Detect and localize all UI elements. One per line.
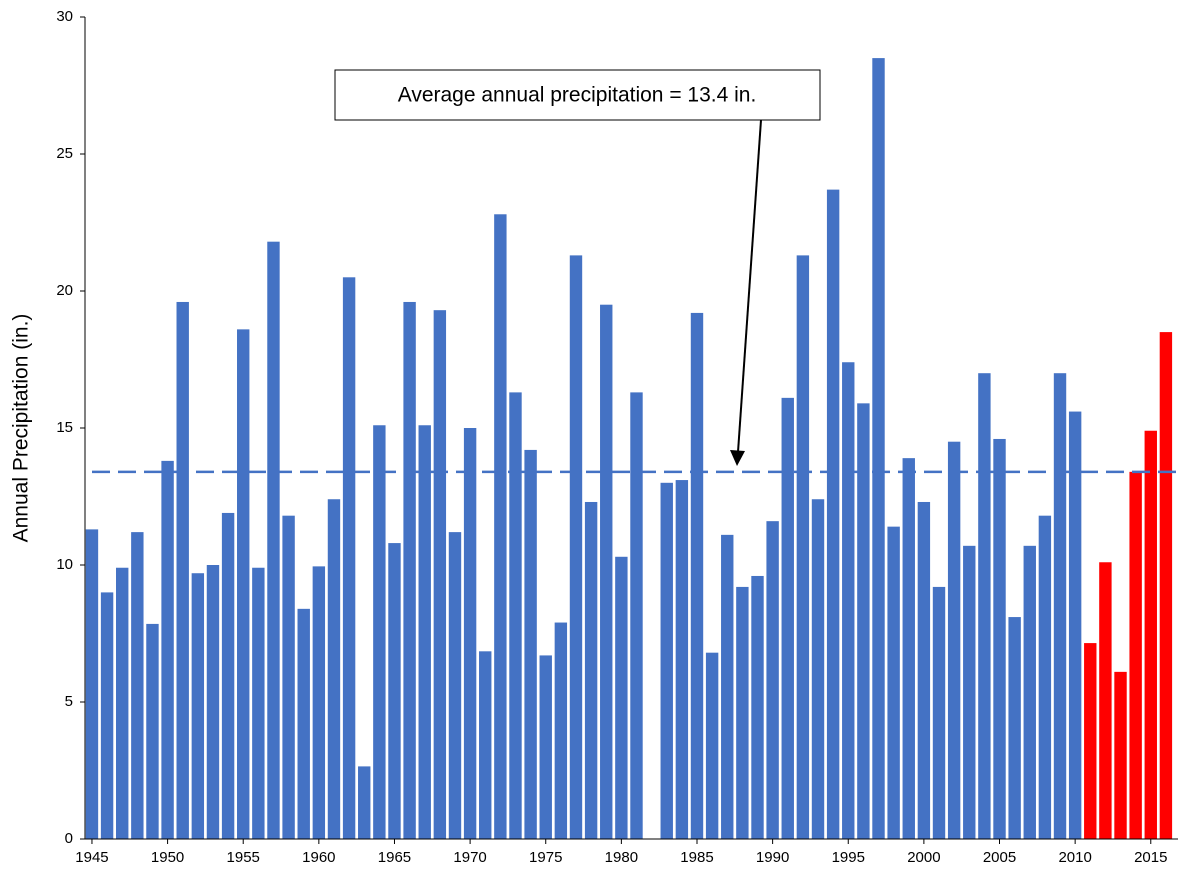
arrow-head — [730, 450, 745, 466]
bar — [388, 543, 401, 839]
bar — [463, 428, 477, 839]
x-tick-label: 2010 — [1058, 849, 1091, 866]
bar — [1084, 643, 1097, 839]
bar — [766, 521, 779, 839]
bar — [1129, 471, 1142, 839]
bar — [796, 255, 810, 839]
bar — [781, 397, 794, 839]
bar — [857, 403, 870, 839]
bar — [524, 449, 537, 839]
bar — [191, 573, 205, 839]
bar — [403, 301, 416, 840]
bar — [630, 392, 643, 839]
bar — [267, 241, 280, 839]
bar — [312, 566, 326, 839]
bar — [1144, 430, 1157, 839]
bar — [736, 586, 749, 839]
bar — [131, 532, 144, 839]
x-tick-label: 1980 — [605, 849, 638, 866]
bar — [842, 362, 855, 839]
x-tick-label: 1955 — [227, 849, 260, 866]
bar — [358, 766, 371, 839]
bar — [811, 499, 825, 839]
bar — [872, 58, 885, 840]
bar — [100, 592, 114, 839]
bar — [993, 438, 1006, 839]
bar — [161, 460, 174, 839]
bar — [479, 651, 492, 839]
bar — [146, 623, 159, 839]
x-tick-label: 1995 — [832, 849, 865, 866]
y-tick-label: 30 — [56, 8, 73, 25]
bar — [705, 652, 719, 839]
bar — [176, 301, 189, 840]
bar — [615, 556, 628, 839]
bar — [327, 499, 341, 839]
bar — [569, 255, 583, 839]
x-tick-label: 1975 — [529, 849, 562, 866]
x-tick-label: 1960 — [302, 849, 335, 866]
bar — [448, 532, 462, 839]
bar — [1008, 617, 1021, 839]
bar — [539, 655, 552, 839]
bar — [282, 515, 295, 839]
bar — [418, 425, 431, 839]
bar — [206, 565, 220, 839]
x-tick-label: 2000 — [907, 849, 940, 866]
y-tick-label: 15 — [56, 419, 73, 436]
annotation: Average annual precipitation = 13.4 in. — [398, 84, 757, 107]
bar — [509, 392, 522, 839]
bar — [917, 501, 931, 839]
y-tick-label: 20 — [56, 282, 73, 299]
bar — [1068, 411, 1082, 839]
bar — [297, 608, 310, 839]
x-tick-label: 2015 — [1134, 849, 1167, 866]
y-tick-label: 25 — [56, 145, 73, 162]
x-tick-label: 1945 — [75, 849, 108, 866]
bar — [963, 545, 976, 839]
bar — [887, 526, 900, 839]
bar — [342, 277, 356, 839]
bar — [751, 575, 764, 839]
bar — [85, 529, 99, 839]
bar — [116, 567, 129, 839]
y-tick-label: 0 — [65, 830, 73, 847]
bar — [1099, 562, 1112, 839]
bar — [221, 512, 235, 839]
annotation-box — [334, 69, 821, 121]
bar — [600, 304, 613, 839]
x-tick-label: 1990 — [756, 849, 789, 866]
bar — [1038, 515, 1052, 839]
bar — [584, 501, 598, 839]
bar — [932, 586, 946, 839]
bar — [1159, 332, 1173, 839]
bar — [660, 482, 673, 839]
bar — [721, 534, 734, 839]
annotation-arrow — [737, 119, 762, 453]
x-tick-label: 1950 — [151, 849, 184, 866]
x-tick-label: 2005 — [983, 849, 1016, 866]
bar — [237, 329, 250, 839]
bar — [826, 189, 840, 839]
x-tick-label: 1965 — [378, 849, 411, 866]
bar — [554, 622, 568, 839]
bar — [373, 425, 386, 839]
x-tick-label: 1970 — [453, 849, 486, 866]
bar — [1053, 373, 1067, 839]
bar — [1114, 671, 1127, 839]
y-axis-label: Annual Precipitation (in.) — [10, 314, 33, 543]
x-tick-label: 1985 — [680, 849, 713, 866]
bar — [978, 373, 991, 839]
bar — [675, 480, 689, 839]
bar — [433, 310, 447, 839]
y-tick-label: 5 — [65, 693, 73, 710]
bar — [252, 567, 265, 839]
bar — [690, 312, 704, 839]
bar — [494, 214, 507, 839]
bar — [1023, 545, 1036, 839]
bar — [947, 441, 961, 839]
bar — [902, 458, 915, 839]
y-tick-label: 10 — [56, 556, 73, 573]
